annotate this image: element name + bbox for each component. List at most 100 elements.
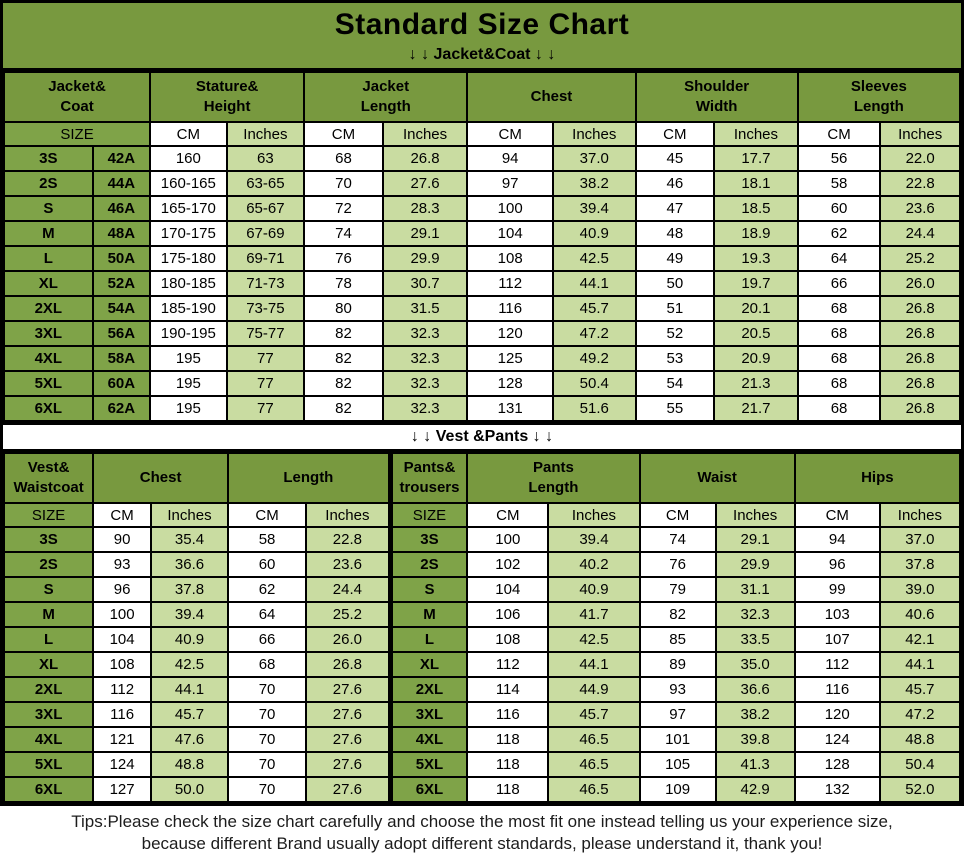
table-cell: 180-185 (149, 270, 228, 297)
table-row: 2XL 112 44.1 70 27.6 2XL 114 44.9 93 36.6 116 45.7 (2, 676, 962, 703)
table-cell: 68 (303, 145, 384, 172)
table-cell: 104 (466, 220, 554, 247)
table-cell: 41.7 (547, 601, 641, 628)
table-cell: 47.6 (149, 726, 230, 753)
table-cell: 76 (303, 245, 384, 272)
table-cell: 195 (149, 395, 228, 422)
table-cell: 124 (92, 751, 152, 778)
table-cell: 20.5 (713, 320, 799, 347)
table-cell: 42.5 (551, 245, 637, 272)
table-cell: 112 (793, 651, 881, 678)
table-cell: 112 (92, 676, 152, 703)
table-cell: 50.0 (149, 776, 230, 803)
table-cell: 132 (793, 776, 881, 803)
table-cell: 23.6 (879, 195, 961, 222)
subheader-cm: CM (92, 502, 152, 528)
table-cell: 26.8 (879, 370, 961, 397)
subheader-cm: CM (638, 502, 717, 528)
table-cell: 2S (3, 170, 94, 197)
table-cell: 21.7 (713, 395, 799, 422)
column-header-pants-length: Pants Length (466, 452, 641, 504)
table-cell: 47 (634, 195, 716, 222)
subheader-inches: Inches (381, 121, 469, 147)
table-cell: 112 (466, 270, 554, 297)
table-cell: 5XL (2, 751, 95, 778)
table-cell: 46 (634, 170, 716, 197)
table-cell: 31.1 (714, 576, 796, 603)
subheader-inches: Inches (149, 502, 230, 528)
column-header-vest-chest: Chest (92, 452, 230, 504)
table-cell: 44.1 (547, 651, 641, 678)
table-cell: 118 (466, 751, 550, 778)
table-cell: 120 (793, 701, 881, 728)
table-cell: 120 (466, 320, 554, 347)
tips-line-2: because different Brand usually adopt di… (141, 834, 823, 853)
table-row: L 104 40.9 66 26.0 L 108 42.5 85 33.5 107 42.1 (2, 626, 962, 653)
column-header-hips: Hips (793, 452, 962, 504)
jacket-header-row: Jacket& Coat Stature& Height Jacket Leng… (2, 71, 962, 123)
table-cell: 70 (227, 676, 308, 703)
column-header-waist: Waist (638, 452, 796, 504)
table-cell: 50.4 (878, 751, 962, 778)
subheader-size: SIZE (2, 502, 95, 528)
subheader-size: SIZE (387, 502, 469, 528)
table-cell: 52 (634, 320, 716, 347)
table-cell: 160-165 (149, 170, 228, 197)
table-cell: 28.3 (381, 195, 469, 222)
table-cell: 77 (225, 395, 306, 422)
table-cell: 65-67 (225, 195, 306, 222)
table-cell: 62 (227, 576, 308, 603)
vest-pants-subheader-row: SIZE CM Inches CM Inches SIZE CM Inches … (2, 502, 962, 528)
table-cell: 103 (793, 601, 881, 628)
table-cell: 70 (227, 751, 308, 778)
table-row: 3XL 116 45.7 70 27.6 3XL 116 45.7 97 38.2 120 47.2 (2, 701, 962, 728)
table-cell: 56 (796, 145, 882, 172)
table-cell: 32.3 (381, 370, 469, 397)
table-row: XL 52A 180-185 71-73 78 30.7 112 44.1 50 19.7 66 26… (3, 270, 961, 297)
table-cell: 36.6 (149, 551, 230, 578)
table-cell: 54A (91, 295, 152, 322)
table-cell: 60A (91, 370, 152, 397)
table-cell: 82 (638, 601, 717, 628)
subheader-cm: CM (634, 121, 716, 147)
subheader-inches: Inches (551, 121, 637, 147)
table-cell: 19.7 (713, 270, 799, 297)
table-cell: 26.8 (381, 145, 469, 172)
table-cell: 26.8 (879, 295, 961, 322)
table-cell: 2XL (3, 295, 94, 322)
subheader-inches: Inches (225, 121, 306, 147)
table-cell: 26.0 (305, 626, 392, 653)
table-cell: 52A (91, 270, 152, 297)
table-cell: 58 (796, 170, 882, 197)
table-cell: 44.1 (551, 270, 637, 297)
table-cell: 71-73 (225, 270, 306, 297)
table-cell: 105 (638, 751, 717, 778)
table-cell: 27.6 (381, 170, 469, 197)
table-cell: 49 (634, 245, 716, 272)
table-cell: 35.0 (714, 651, 796, 678)
subheader-cm: CM (303, 121, 384, 147)
table-cell: 60 (796, 195, 882, 222)
table-cell: 22.0 (879, 145, 961, 172)
table-row: 6XL 62A 195 77 82 32.3 131 51.6 55 21.7 68 26.8 (3, 395, 961, 422)
table-cell: 3S (387, 526, 469, 553)
table-cell: 58A (91, 345, 152, 372)
table-row: 3S 90 35.4 58 22.8 3S 100 39.4 74 29.1 94 37.0 (2, 526, 962, 553)
table-cell: 31.5 (381, 295, 469, 322)
table-cell: 85 (638, 626, 717, 653)
table-cell: 26.8 (879, 395, 961, 422)
table-cell: S (2, 576, 95, 603)
size-chart: Standard Size Chart ↓ ↓ Jacket&Coat ↓ ↓ … (0, 0, 964, 806)
table-cell: 97 (638, 701, 717, 728)
table-cell: 24.4 (305, 576, 392, 603)
table-cell: 118 (466, 776, 550, 803)
table-cell: 72 (303, 195, 384, 222)
table-cell: 124 (793, 726, 881, 753)
table-cell: 46.5 (547, 776, 641, 803)
table-cell: 27.6 (305, 751, 392, 778)
table-cell: 42.5 (547, 626, 641, 653)
table-cell: 68 (796, 395, 882, 422)
table-row: S 96 37.8 62 24.4 S 104 40.9 79 31.1 99 39.0 (2, 576, 962, 603)
table-cell: 26.0 (879, 270, 961, 297)
table-cell: 32.3 (381, 320, 469, 347)
